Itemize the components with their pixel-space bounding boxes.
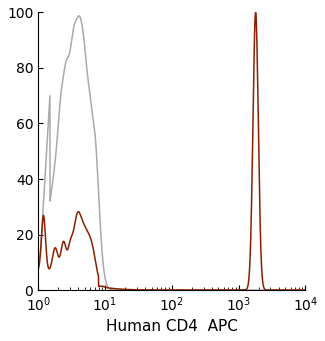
X-axis label: Human CD4  APC: Human CD4 APC (106, 319, 238, 334)
